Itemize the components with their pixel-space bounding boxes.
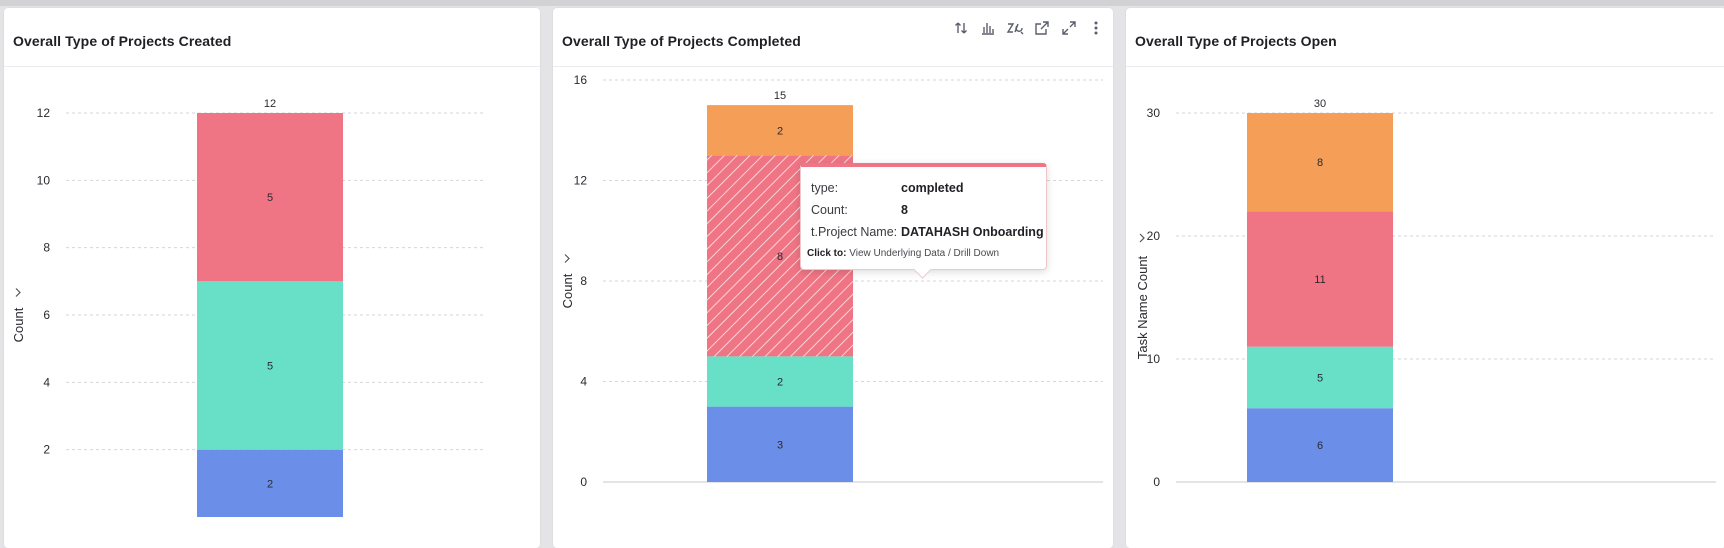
tooltip-key: type: xyxy=(811,181,839,195)
tooltip-value: 8 xyxy=(901,203,908,217)
bar-segment-label: 3 xyxy=(777,439,783,451)
y-tick-label: 16 xyxy=(574,73,588,87)
bar-segment[interactable] xyxy=(1247,211,1393,347)
bar-segment[interactable] xyxy=(707,406,853,482)
y-axis-label-group: Count xyxy=(560,254,575,308)
chart-created: 2 4 6 8 10 12 Count 2 5 5 12 xyxy=(11,98,486,517)
y-axis-label: Count xyxy=(11,307,26,342)
y-tick-label: 12 xyxy=(37,106,51,120)
top-bar xyxy=(0,0,1724,6)
chart-panel-completed: Overall Type of Projects Completed xyxy=(553,8,1113,548)
bar-total-label: 30 xyxy=(1314,98,1326,110)
panel-title: Overall Type of Projects Created xyxy=(13,33,232,49)
chart-toolbar xyxy=(950,18,1107,38)
chevron-right-icon[interactable] xyxy=(1139,233,1145,243)
bar-segment-label: 5 xyxy=(267,361,273,373)
bar-segment[interactable] xyxy=(707,356,853,407)
chevron-right-icon[interactable] xyxy=(564,254,570,263)
bar-segment[interactable] xyxy=(1247,346,1393,409)
panel-divider xyxy=(4,66,540,67)
y-tick-label: 2 xyxy=(43,443,50,457)
tooltip-key: t.Project Name: xyxy=(811,225,898,239)
y-tick-label: 8 xyxy=(43,241,50,255)
chevron-right-icon[interactable] xyxy=(15,288,21,297)
y-tick-label: 10 xyxy=(1147,352,1161,366)
bar-segment-label: 6 xyxy=(1317,440,1323,452)
bar-segment-label: 11 xyxy=(1314,274,1325,286)
bar-segment[interactable] xyxy=(707,105,853,156)
open-external-icon[interactable] xyxy=(1031,18,1053,38)
y-tick-label: 0 xyxy=(580,475,587,489)
tooltip-value: completed xyxy=(901,181,964,195)
tooltip-click-hint[interactable]: Click to: View Underlying Data / Drill D… xyxy=(807,248,999,259)
y-axis-label: Task Name Count xyxy=(1135,255,1150,359)
chart-tooltip: type: completed Count: 8 t.Project Name:… xyxy=(800,163,1047,270)
panel-title: Overall Type of Projects Open xyxy=(1135,33,1337,49)
bar-segment-label: 8 xyxy=(777,251,783,263)
panel-divider xyxy=(553,66,1113,67)
y-tick-label: 12 xyxy=(574,174,588,188)
y-axis-label-group: Task Name Count xyxy=(1135,233,1150,359)
chart-open: 0 10 20 30 Task Name Count 6 5 11 8 30 xyxy=(1135,98,1716,489)
bar-segment[interactable] xyxy=(197,281,343,450)
bar-segment-label: 8 xyxy=(1317,157,1323,169)
expand-icon[interactable] xyxy=(1058,18,1080,38)
bar-segment-label: 2 xyxy=(777,125,783,137)
chart-panel-open: Overall Type of Projects Open 0 10 20 30 Tas… xyxy=(1126,8,1724,548)
y-tick-label: 0 xyxy=(1153,475,1160,489)
bar-segment-label: 2 xyxy=(267,478,273,490)
y-tick-label: 30 xyxy=(1147,106,1161,120)
y-tick-label: 10 xyxy=(37,173,51,187)
panel-title: Overall Type of Projects Completed xyxy=(562,33,801,49)
bar-total-label: 12 xyxy=(264,98,276,110)
more-vertical-icon[interactable] xyxy=(1085,18,1107,38)
tooltip-key: Count: xyxy=(811,203,848,217)
tooltip-click-label: Click to: xyxy=(807,248,847,259)
y-tick-label: 6 xyxy=(43,308,50,322)
tooltip-click-action: View Underlying Data / Drill Down xyxy=(849,248,1000,259)
bar-segment[interactable] xyxy=(1247,113,1393,212)
bar-segment[interactable] xyxy=(197,449,343,517)
bar-segment[interactable] xyxy=(1247,408,1393,482)
y-tick-label: 4 xyxy=(43,375,50,389)
bar-segment-label: 5 xyxy=(1317,372,1323,384)
panel-divider xyxy=(1126,66,1724,67)
y-tick-label: 4 xyxy=(580,375,587,389)
chart-panel-created: Overall Type of Projects Created 2 4 6 8 10 1… xyxy=(4,8,540,548)
bar-segment-label: 2 xyxy=(777,377,783,389)
y-axis-label: Count xyxy=(560,273,575,308)
bar-segment-label: 5 xyxy=(267,192,273,204)
bar-segment[interactable] xyxy=(197,113,343,282)
y-axis-label-group: Count xyxy=(11,288,26,342)
y-tick-label: 8 xyxy=(580,274,587,288)
tooltip-value: DATAHASH Onboarding xyxy=(901,225,1044,239)
chart-completed: 0 4 8 12 16 Count 3 2 8 2 15 xyxy=(560,73,1103,489)
sort-icon[interactable] xyxy=(950,18,972,38)
clear-zoom-icon[interactable] xyxy=(1004,18,1026,38)
bar-chart-icon[interactable] xyxy=(977,18,999,38)
bar-total-label: 15 xyxy=(774,90,786,102)
y-tick-label: 20 xyxy=(1147,229,1161,243)
